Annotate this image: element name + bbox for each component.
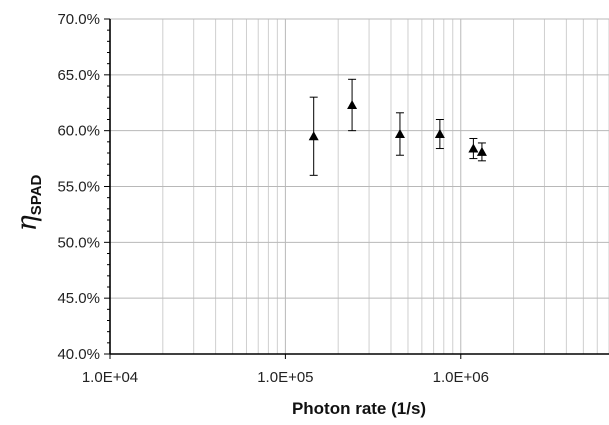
data-point bbox=[434, 119, 445, 150]
data-point bbox=[468, 137, 479, 160]
data-point bbox=[394, 112, 405, 156]
data-points bbox=[308, 78, 487, 176]
grid-lines bbox=[110, 18, 609, 354]
y-tick-label: 60.0% bbox=[57, 123, 100, 140]
data-point bbox=[476, 142, 487, 162]
x-tick-label: 1.0E+05 bbox=[257, 369, 313, 386]
triangle-marker bbox=[394, 129, 405, 139]
triangle-marker bbox=[308, 131, 319, 141]
y-axis-label-main: η bbox=[12, 215, 43, 231]
y-tick-labels: 40.0% 45.0% 50.0% 55.0% 60.0% 65.0% 70.0% bbox=[57, 11, 100, 363]
x-axis-label: Photon rate (1/s) bbox=[292, 399, 426, 418]
y-axis-label-sub: SPAD bbox=[28, 174, 45, 215]
data-point bbox=[308, 96, 319, 176]
y-axis-label: ηSPAD bbox=[12, 174, 45, 231]
y-tick-label: 65.0% bbox=[57, 67, 100, 84]
svg-text:ηSPAD: ηSPAD bbox=[12, 174, 45, 231]
x-tick-label: 1.0E+06 bbox=[433, 369, 489, 386]
x-tick-labels: 1.0E+04 1.0E+05 1.0E+06 bbox=[82, 369, 489, 386]
y-tick-label: 50.0% bbox=[57, 234, 100, 251]
triangle-marker bbox=[434, 129, 445, 139]
triangle-marker bbox=[347, 99, 358, 109]
triangle-marker bbox=[476, 146, 487, 156]
y-tick-label: 70.0% bbox=[57, 11, 100, 28]
y-tick-label: 45.0% bbox=[57, 290, 100, 307]
y-tick-label: 55.0% bbox=[57, 179, 100, 196]
axes bbox=[104, 18, 609, 359]
x-tick-label: 1.0E+04 bbox=[82, 369, 138, 386]
data-point bbox=[347, 78, 358, 132]
triangle-marker bbox=[468, 143, 479, 153]
y-tick-label: 40.0% bbox=[57, 346, 100, 363]
